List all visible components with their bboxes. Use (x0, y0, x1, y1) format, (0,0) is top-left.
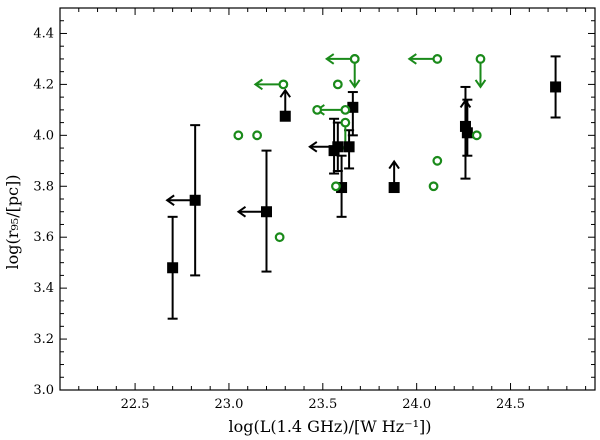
y-tick-label: 3.6 (33, 230, 54, 245)
arrow-head (308, 141, 318, 153)
limit-arrows (165, 53, 487, 218)
error-bar (347, 91, 358, 137)
y-tick-label: 4.0 (33, 128, 54, 143)
arrow-head (388, 159, 400, 170)
x-tick-label: 23.0 (214, 397, 243, 412)
arrow-head (407, 53, 417, 65)
data-point-circle (274, 232, 285, 243)
data-point-circle (331, 181, 341, 192)
tick-labels: 22.5 23.0 23.5 24.0 24.5 3.0 3.2 3.4 3.6 3.8 4.0 4.… (33, 26, 525, 412)
data-point-square (388, 182, 400, 194)
arrow-head (349, 79, 361, 89)
data-point-square (167, 262, 179, 274)
data-point-square (343, 141, 355, 153)
data-point-circle (475, 54, 486, 64)
plot-frame (59, 7, 596, 391)
y-tick-label: 4.4 (33, 26, 54, 41)
data-point-square (332, 141, 344, 153)
x-tick-label: 23.5 (308, 397, 337, 412)
arrow-head (253, 78, 263, 91)
data-point-square (347, 101, 359, 113)
x-tick-label: 22.5 (121, 397, 150, 412)
data-point-square (336, 182, 348, 194)
y-axis-label: log(r₉₅/[pc]) (3, 174, 22, 269)
x-axis-label: log(L(1.4 GHz)/[W Hz⁻¹]) (229, 417, 432, 436)
arrow-head (474, 79, 487, 89)
data-point-circle (332, 79, 343, 90)
y-tick-label: 3.2 (33, 332, 54, 347)
axis-ticks (59, 7, 595, 391)
data-point-circle (278, 79, 289, 90)
data-point-circle (471, 130, 482, 141)
data-point-square (459, 120, 471, 132)
arrow-head (324, 53, 335, 65)
data-point-circle (233, 130, 244, 141)
data-point-circle (432, 155, 443, 166)
arrow-head (279, 88, 291, 98)
data-point-square (189, 194, 201, 206)
data-point-square (550, 81, 562, 93)
data-point-circle (432, 54, 443, 64)
arrow-head (165, 194, 175, 206)
data-point-circle (349, 54, 360, 64)
data-point-circle (312, 104, 323, 115)
data-point-square (279, 110, 291, 122)
y-tick-label: 3.8 (33, 179, 54, 194)
data-markers (167, 54, 562, 274)
y-tick-label: 3.0 (33, 383, 54, 398)
arrow-head (459, 98, 472, 108)
data-point-circle (340, 117, 351, 128)
data-point-circle (252, 130, 263, 141)
x-tick-label: 24.0 (402, 397, 431, 412)
data-point-square (461, 127, 473, 139)
x-tick-label: 24.5 (496, 397, 525, 412)
data-point-square (260, 206, 272, 218)
data-point-circle (340, 104, 351, 115)
arrow-head (236, 206, 247, 218)
data-point-circle (428, 181, 439, 192)
y-tick-label: 4.2 (33, 77, 54, 92)
error-bars (167, 55, 561, 320)
y-tick-label: 3.4 (33, 281, 54, 296)
